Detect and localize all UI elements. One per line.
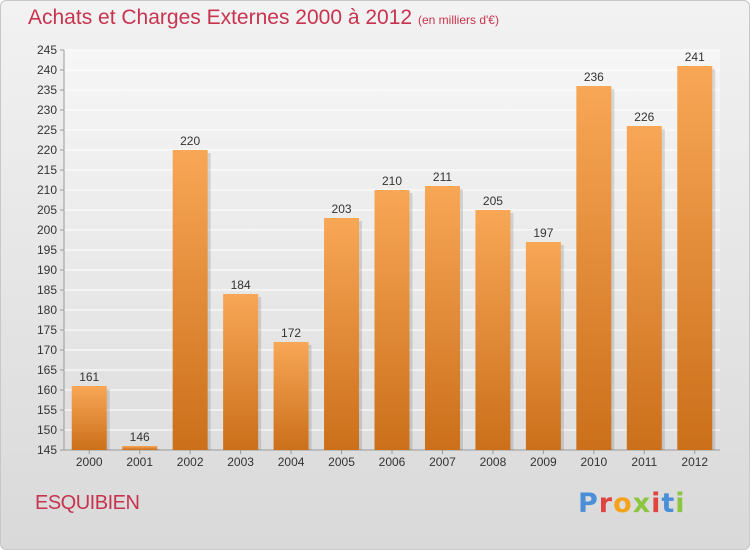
x-tick-label: 2011 <box>631 455 657 469</box>
y-tick-label: 160 <box>37 383 57 397</box>
y-tick-label: 215 <box>37 163 57 177</box>
y-tick-label: 220 <box>37 143 57 157</box>
y-tick-label: 185 <box>37 283 57 297</box>
logo-letter: i <box>675 488 686 519</box>
bar <box>424 186 460 450</box>
x-tick-label: 2012 <box>681 455 708 469</box>
bar <box>576 86 612 450</box>
y-tick-label: 230 <box>37 103 57 117</box>
x-tick-label: 2000 <box>76 455 103 469</box>
y-tick-label: 170 <box>37 343 57 357</box>
bar-value-label: 236 <box>584 70 604 84</box>
y-tick-label: 240 <box>37 63 57 77</box>
y-tick-label: 175 <box>37 323 57 337</box>
y-tick-label: 210 <box>37 183 57 197</box>
x-tick-label: 2002 <box>177 455 204 469</box>
logo-letter: P <box>578 488 599 519</box>
bar <box>677 66 713 450</box>
logo-letter: x <box>632 488 652 519</box>
x-tick-label: 2004 <box>278 455 305 469</box>
y-tick-label: 205 <box>37 203 57 217</box>
y-tick-label: 145 <box>37 443 57 457</box>
bar-value-label: 220 <box>180 134 200 148</box>
bar <box>475 210 511 450</box>
bar-value-label: 211 <box>433 170 452 184</box>
logo-letter: r <box>598 488 614 519</box>
x-tick-label: 2005 <box>328 455 355 469</box>
chart-title: Achats et Charges Externes 2000 à 2012 <box>28 6 413 29</box>
x-tick-label: 2001 <box>126 455 153 469</box>
commune-name: ESQUIBIEN <box>35 492 140 514</box>
y-tick-label: 155 <box>37 403 57 417</box>
y-tick-label: 200 <box>37 223 57 237</box>
bar <box>71 386 107 450</box>
bar-value-label: 203 <box>332 202 352 216</box>
bar <box>626 126 662 450</box>
proxiti-logo[interactable]: Proxiti <box>578 488 686 519</box>
bar <box>525 242 561 450</box>
bar <box>324 218 360 450</box>
bar <box>273 342 309 450</box>
bar-value-label: 210 <box>382 174 402 188</box>
y-tick-label: 150 <box>37 423 57 437</box>
x-tick-label: 2008 <box>480 455 507 469</box>
bar-value-label: 146 <box>130 430 150 444</box>
chart-unit: (en milliers d'€) <box>418 13 499 27</box>
bar-value-label: 197 <box>533 226 553 240</box>
logo-letter: t <box>661 488 676 519</box>
y-tick-label: 190 <box>37 263 57 277</box>
x-tick-label: 2003 <box>227 455 254 469</box>
bar <box>374 190 410 450</box>
bar-value-label: 205 <box>483 194 503 208</box>
x-tick-label: 2009 <box>530 455 557 469</box>
x-tick-label: 2006 <box>379 455 406 469</box>
bar-value-label: 184 <box>231 278 251 292</box>
y-tick-label: 235 <box>37 83 57 97</box>
y-tick-label: 195 <box>37 243 57 257</box>
bar-value-label: 226 <box>634 110 654 124</box>
bar-value-label: 161 <box>79 370 99 384</box>
logo-letter: o <box>613 488 633 519</box>
y-tick-label: 165 <box>37 363 57 377</box>
bar <box>122 446 158 450</box>
bar <box>223 294 259 450</box>
bar-value-label: 172 <box>281 326 301 340</box>
x-tick-label: 2010 <box>580 455 607 469</box>
bar-value-label: 241 <box>685 50 705 64</box>
y-tick-label: 180 <box>37 303 57 317</box>
y-tick-label: 225 <box>37 123 57 137</box>
bar <box>172 150 208 450</box>
logo-letter: i <box>651 488 662 519</box>
x-tick-label: 2007 <box>429 455 456 469</box>
y-tick-label: 245 <box>37 43 57 57</box>
